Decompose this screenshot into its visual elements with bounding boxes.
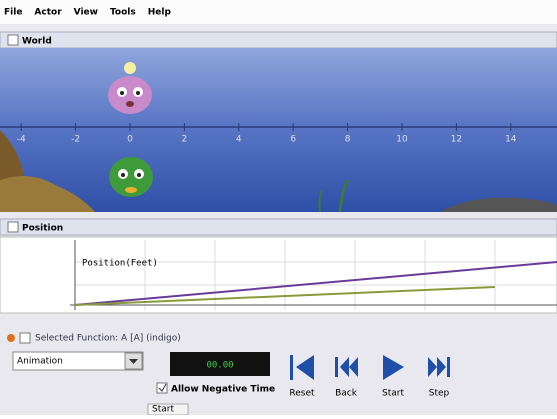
ruler-label: 12 [451, 135, 462, 145]
ruler-label: 8 [345, 135, 351, 145]
ruler-label: 2 [182, 135, 188, 145]
ruler-label: -4 [17, 135, 26, 145]
menu-item[interactable]: Actor [34, 8, 62, 18]
ruler-label: 0 [127, 135, 133, 145]
ruler-label: 14 [505, 135, 517, 145]
menu-item[interactable]: File [4, 8, 22, 18]
control-button-label[interactable]: Back [335, 389, 358, 399]
selected-function: Selected Function: A [A] (indigo) [35, 334, 181, 344]
bottom-label: Start [152, 405, 174, 415]
graph-label: Position(Feet) [82, 259, 158, 269]
checkbox[interactable] [8, 35, 18, 45]
menu-item[interactable]: Help [148, 8, 172, 18]
position-title: Position [22, 224, 63, 234]
control-button-label[interactable]: Step [429, 389, 450, 399]
ruler-label: 6 [290, 135, 296, 145]
mode-text: Animation [17, 357, 63, 367]
control-button-label[interactable]: Reset [289, 389, 315, 399]
world-header [0, 32, 557, 48]
timer: 00.00 [206, 361, 233, 371]
menu-item[interactable]: View [74, 8, 98, 18]
control-button-label[interactable]: Start [382, 389, 404, 399]
green-fish [109, 157, 153, 197]
menu-item[interactable]: Tools [110, 8, 136, 18]
world-scene [0, 48, 557, 212]
ruler-label: 10 [396, 135, 408, 145]
position-header [0, 219, 557, 235]
ruler-label: -2 [71, 135, 80, 145]
checkbox[interactable] [20, 333, 30, 343]
graph-area [0, 237, 557, 313]
app-window: File Actor View Tools Help World -4 -2 0 2 4 6 8 10… [0, 0, 557, 415]
world-title: World [22, 37, 52, 47]
color-dot [7, 334, 15, 342]
ruler-label: 4 [236, 135, 242, 145]
checkbox[interactable] [8, 222, 18, 232]
allow-negative-time: Allow Negative Time [171, 385, 275, 395]
